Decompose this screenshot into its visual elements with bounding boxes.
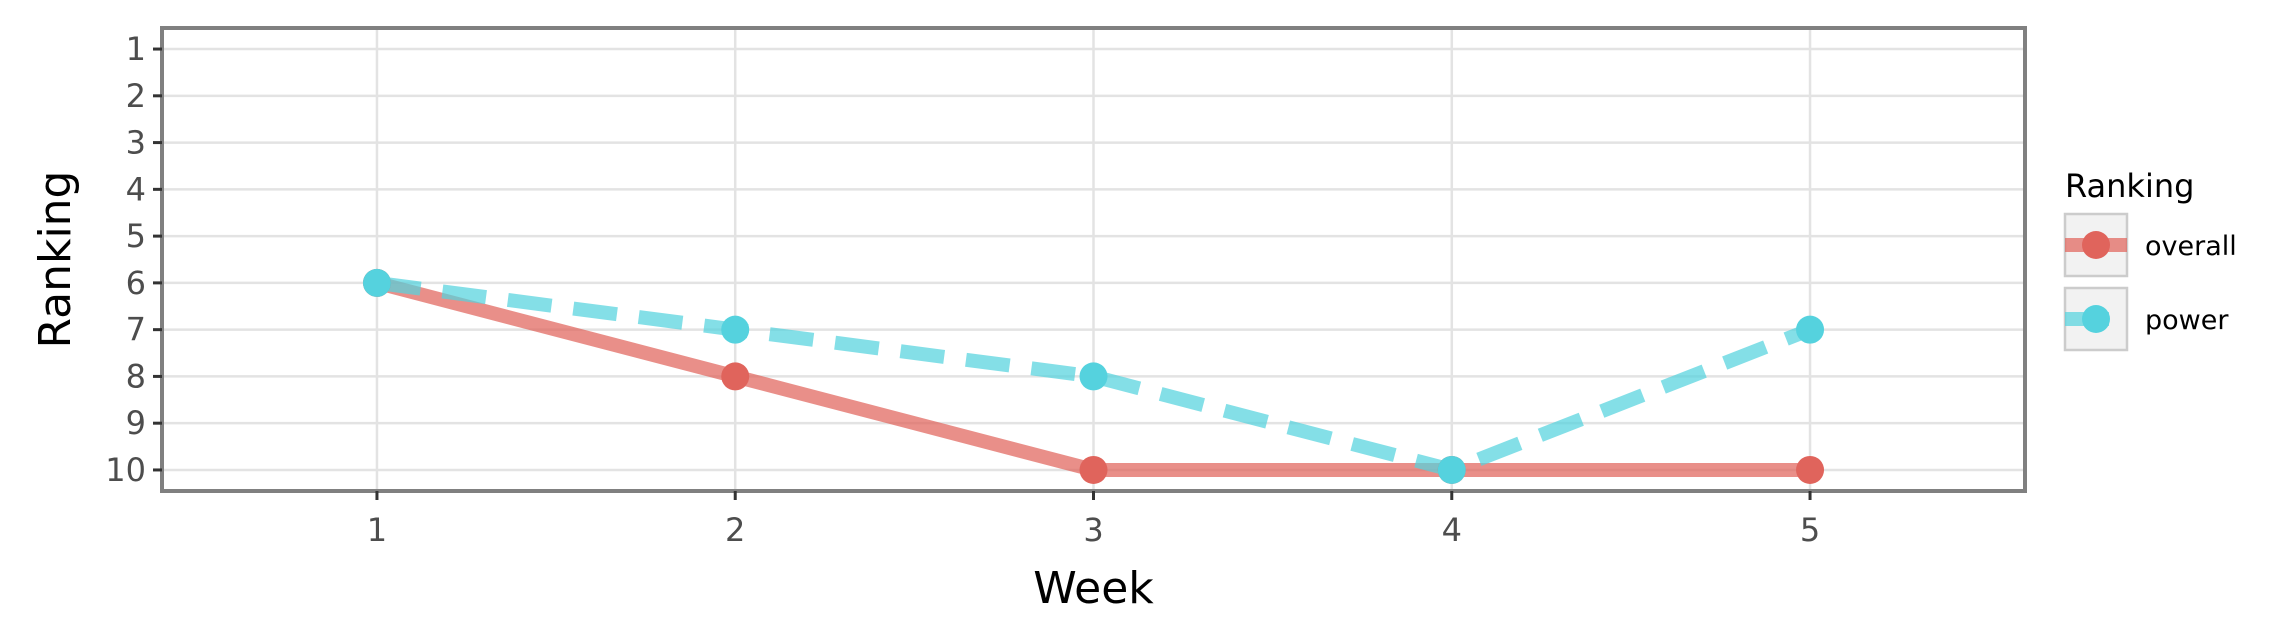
axis-tick-labels: 1 2 3 4 5 1 2 3 4 5 6 7 8 9 10 [105, 30, 1820, 549]
x-tick-label: 5 [1800, 511, 1820, 549]
y-tick-label: 2 [126, 77, 146, 115]
legend-key-point-overall [2082, 231, 2110, 259]
series-line-power [376, 275, 1813, 477]
legend: Ranking overall power [2063, 167, 2237, 352]
data-point-overall [1079, 455, 1108, 484]
axis-ticks [153, 47, 1812, 500]
data-point-power [721, 315, 750, 344]
x-tick-label: 2 [725, 511, 745, 549]
data-point-overall [721, 362, 750, 391]
y-tick-label: 9 [126, 404, 146, 442]
y-tick-label: 1 [126, 30, 146, 68]
y-tick-label: 3 [126, 124, 146, 162]
data-point-overall [1796, 455, 1825, 484]
legend-key-point-power [2082, 305, 2110, 333]
legend-title: Ranking [2065, 167, 2194, 205]
data-point-power [1079, 362, 1108, 391]
legend-label-power: power [2145, 305, 2229, 336]
y-tick-label: 4 [126, 170, 146, 208]
y-tick-label: 10 [105, 451, 146, 489]
data-point-power [362, 268, 391, 297]
y-tick-label: 6 [126, 264, 146, 302]
data-point-power [1796, 315, 1825, 344]
data-point-power [1437, 455, 1466, 484]
x-axis-title: Week [1033, 563, 1154, 614]
y-tick-label: 8 [126, 357, 146, 395]
series-points [362, 268, 1825, 484]
y-tick-label: 7 [126, 311, 146, 349]
y-tick-label: 5 [126, 217, 146, 255]
x-tick-label: 3 [1083, 511, 1103, 549]
legend-label-overall: overall [2145, 231, 2237, 262]
y-axis-title: Ranking [30, 171, 81, 349]
x-tick-label: 1 [367, 511, 387, 549]
x-tick-label: 4 [1442, 511, 1462, 549]
